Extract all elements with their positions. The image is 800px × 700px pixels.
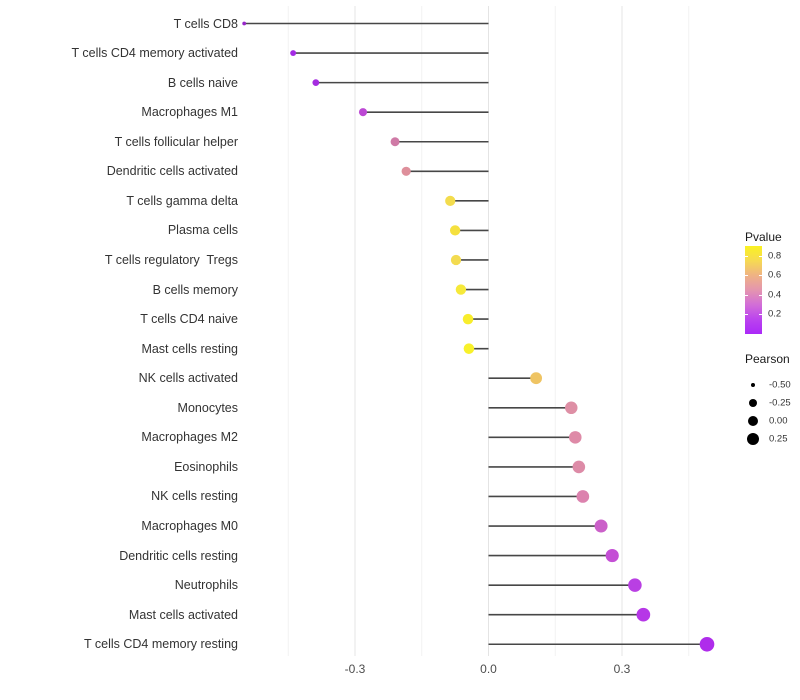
category-label: T cells CD4 naive — [140, 312, 238, 327]
pearson-entry-label: 0.25 — [769, 433, 788, 445]
category-label: T cells gamma delta — [126, 193, 238, 208]
category-label: NK cells activated — [138, 371, 238, 386]
pvalue-gradient-tick — [759, 314, 762, 316]
pearson-entry-label: -0.50 — [769, 379, 791, 391]
lollipop-dot — [569, 431, 582, 444]
pearson-size-entries: -0.50 -0.25 0.00 0.25 — [745, 376, 791, 448]
lollipop-dot — [628, 578, 642, 592]
pvalue-gradient-tick — [745, 314, 748, 316]
pvalue-gradient-tick — [745, 294, 748, 296]
pearson-entry-label: -0.25 — [769, 397, 791, 409]
pvalue-gradient-bar: 0.8 0.6 0.4 0.2 — [745, 246, 781, 334]
pvalue-tick-label: 0.6 — [768, 269, 782, 281]
pvalue-tick-label: 0.4 — [768, 289, 782, 301]
pearson-size-dot — [746, 432, 760, 446]
pearson-legend-entry: -0.50 — [745, 376, 791, 394]
pvalue-tick-label: 0.8 — [768, 250, 782, 262]
pearson-legend-entry: -0.25 — [745, 394, 791, 412]
category-label: Macrophages M2 — [141, 430, 238, 445]
lollipop-dot — [455, 284, 467, 295]
pvalue-gradient-tick — [759, 255, 762, 257]
lollipop-dot — [358, 108, 368, 117]
category-label: T cells CD8 — [173, 16, 238, 31]
lollipop-dot — [462, 313, 474, 325]
category-label: NK cells resting — [151, 489, 238, 504]
lollipop-dot — [390, 137, 400, 147]
category-label: T cells regulatory Tregs — [104, 252, 238, 267]
category-label: B cells naive — [167, 75, 238, 90]
lollipop-dot — [242, 21, 247, 26]
pearson-size-dot — [748, 398, 758, 408]
lollipop-dot — [636, 607, 651, 622]
lollipop-dot — [565, 401, 578, 415]
pvalue-legend: Pvalue 0.8 0.6 0.4 0.2 — [745, 230, 782, 334]
lollipop-dot — [576, 490, 590, 503]
lollipop-dot — [290, 50, 297, 57]
pvalue-gradient-tick — [745, 275, 748, 277]
lollipop-dot — [699, 636, 715, 652]
pearson-legend-entry: 0.25 — [745, 430, 790, 448]
pvalue-gradient-tick — [759, 294, 762, 296]
x-tick-label: 0.3 — [613, 662, 631, 676]
x-tick-label: 0.0 — [480, 662, 497, 676]
lollipop-dot — [572, 460, 586, 474]
category-label: Plasma cells — [167, 223, 238, 238]
pvalue-tick-label: 0.2 — [768, 308, 782, 320]
category-label: Dendritic cells activated — [106, 164, 238, 179]
pvalue-legend-title: Pvalue — [745, 230, 782, 244]
category-label: Mast cells activated — [128, 607, 238, 622]
category-label: T cells follicular helper — [114, 134, 238, 149]
category-label: Eosinophils — [174, 459, 238, 474]
pearson-size-dot — [747, 415, 759, 427]
lollipop-dot — [605, 548, 619, 563]
lollipop-dot — [401, 166, 411, 176]
pvalue-gradient-tick — [759, 275, 762, 277]
pearson-legend-entry: 0.00 — [745, 412, 790, 430]
lollipop-dot — [449, 225, 461, 236]
pearson-size-dot — [750, 382, 756, 388]
lollipop-dot — [450, 254, 462, 266]
category-label: Mast cells resting — [141, 341, 238, 356]
category-label: Macrophages M1 — [141, 105, 238, 120]
x-tick-label: -0.3 — [344, 662, 366, 676]
lollipop-dot — [312, 79, 320, 86]
category-label: T cells CD4 memory resting — [84, 637, 238, 652]
category-label: Monocytes — [177, 400, 238, 415]
category-label: Dendritic cells resting — [119, 548, 238, 563]
category-label: Macrophages M0 — [141, 519, 238, 534]
pvalue-gradient-tick — [745, 255, 748, 257]
pearson-legend: Pearson -0.50 -0.25 0.00 0.25 — [745, 352, 791, 448]
lollipop-dot — [463, 343, 475, 354]
lollipop-dot — [445, 195, 456, 206]
pearson-legend-title: Pearson — [745, 352, 790, 366]
category-label: Neutrophils — [174, 578, 238, 593]
pearson-entry-label: 0.00 — [769, 415, 788, 427]
category-label: T cells CD4 memory activated — [71, 46, 239, 61]
lollipop-dot — [530, 372, 543, 385]
lollipop-dot — [594, 519, 608, 533]
category-label: B cells memory — [152, 282, 238, 297]
